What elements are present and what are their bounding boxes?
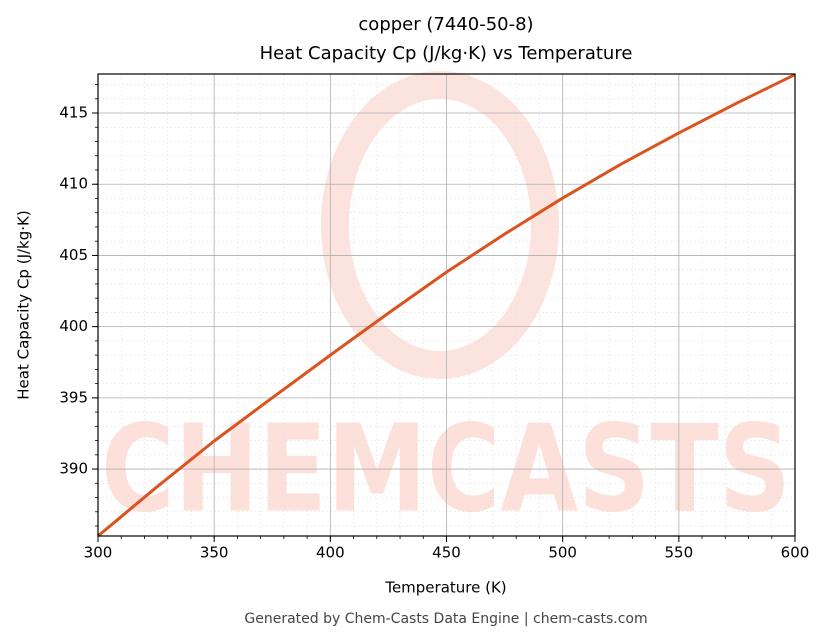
- plot-frame: [97, 73, 796, 537]
- x-tick-label: 300: [84, 544, 113, 562]
- y-tick-label: 400: [59, 317, 88, 335]
- y-tick-label: 405: [59, 246, 88, 264]
- chart-subtitle: Heat Capacity Cp (J/kg·K) vs Temperature: [260, 43, 633, 64]
- chart-title: copper (7440-50-8): [358, 14, 533, 35]
- watermark: CHEMCASTS: [101, 401, 791, 540]
- x-tick-label: 400: [316, 544, 345, 562]
- y-axis-label: Heat Capacity Cp (J/kg·K): [15, 210, 33, 399]
- data-line: [97, 73, 796, 538]
- x-tick-label: 550: [665, 544, 694, 562]
- y-tick-label: 410: [59, 175, 88, 193]
- x-tick-label: 600: [781, 544, 810, 562]
- x-tick-label: 500: [548, 544, 577, 562]
- x-tick-label: 450: [432, 544, 461, 562]
- y-tick-label: 415: [59, 104, 88, 122]
- y-tick-label: 395: [59, 388, 88, 406]
- x-axis-label: Temperature (K): [384, 579, 506, 597]
- watermark-logo: [321, 71, 559, 379]
- footer: Generated by Chem-Casts Data Engine | ch…: [244, 611, 647, 627]
- x-tick-label: 350: [200, 544, 229, 562]
- y-tick-label: 390: [59, 460, 88, 478]
